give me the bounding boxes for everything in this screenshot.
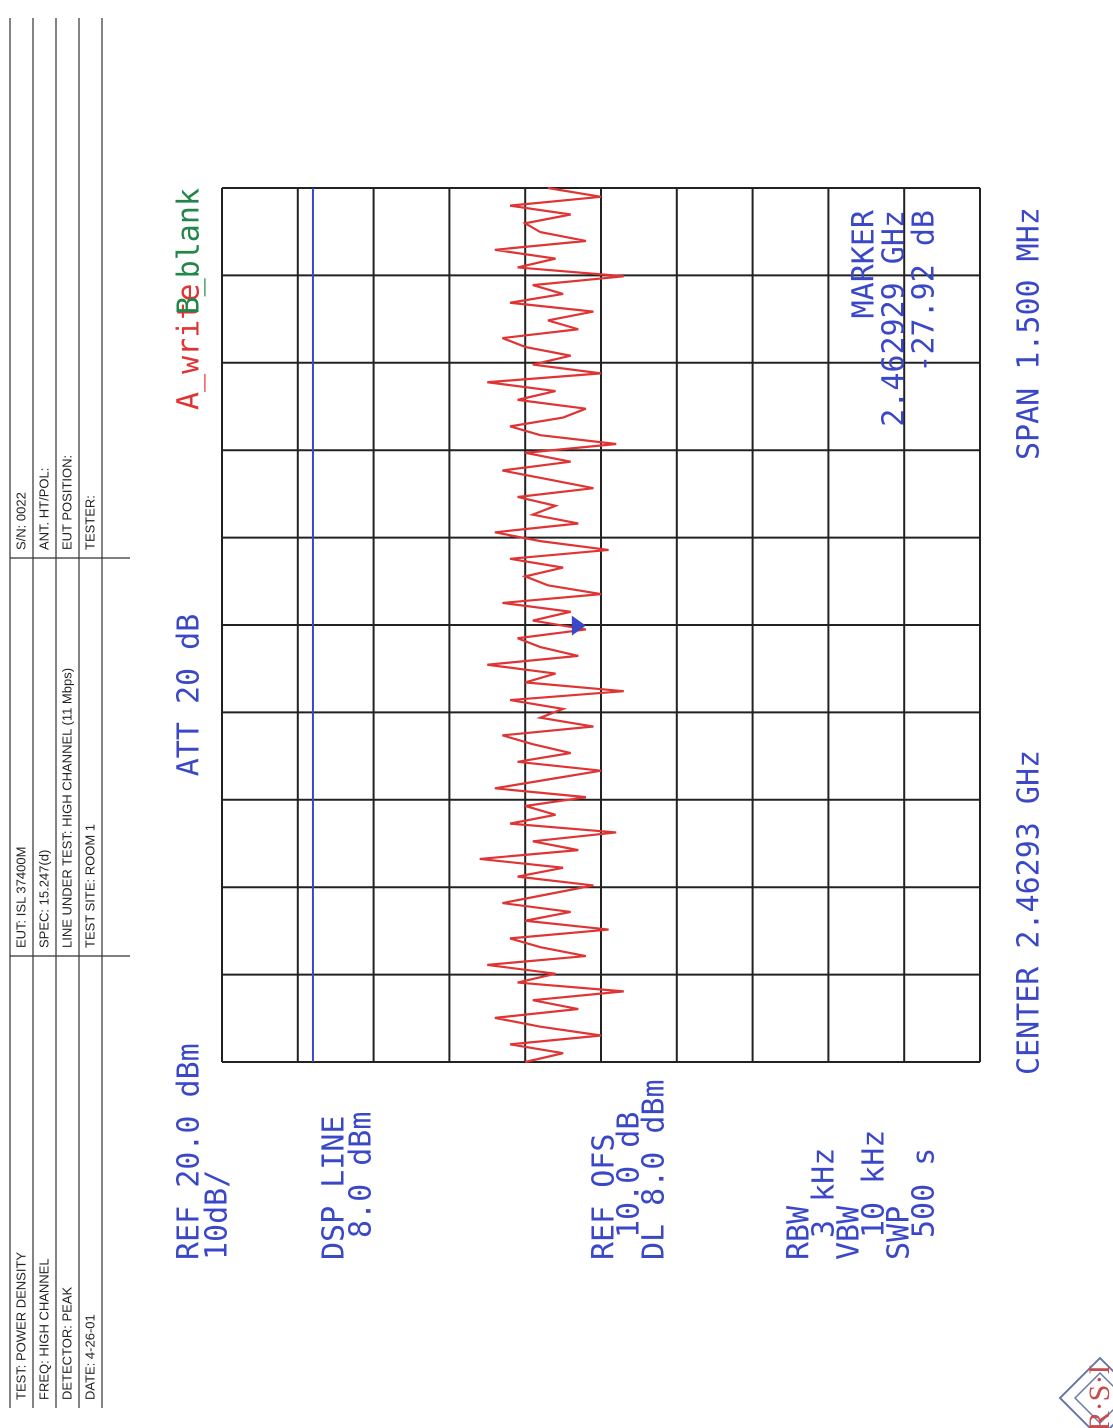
- trace: [479, 186, 624, 1064]
- setting-label: 10 kHz: [857, 1130, 892, 1238]
- setting-label: 500 s: [907, 1148, 942, 1238]
- header-cell: SPEC: 15.247(d): [36, 850, 51, 948]
- marker-value: -27.92 dB: [907, 210, 942, 373]
- header-cell: DATE: 4-26-01: [82, 1314, 97, 1400]
- setting-label: 10.0 dB: [612, 1112, 647, 1238]
- setting-label: DSP LINE: [317, 1116, 352, 1261]
- setting-label: SWP: [882, 1206, 917, 1260]
- header-cell: TEST: POWER DENSITY: [13, 1252, 28, 1400]
- header-cell: EUT POSITION:: [59, 455, 74, 550]
- marker-title: MARKER: [847, 209, 882, 318]
- logo-text: R·S·I: [1083, 1365, 1113, 1428]
- header-cell: DETECTOR: PEAK: [59, 1286, 74, 1400]
- header-cell: EUT: ISL 37400M: [13, 847, 28, 948]
- trace-a-legend: A_write: [172, 284, 207, 410]
- center-frequency: CENTER 2.46293 GHz: [1012, 750, 1047, 1075]
- span: SPAN 1.500 MHz: [1012, 207, 1047, 460]
- setting-label: DL 8.0 dBm: [637, 1079, 672, 1260]
- header-table: [9, 18, 130, 1408]
- setting-label: 3 kHz: [807, 1148, 842, 1238]
- marker-frequency: 2.462929 GHz: [877, 210, 912, 427]
- trace-b-legend: B_blank: [172, 188, 207, 314]
- setting-label: VBW: [832, 1205, 867, 1260]
- header-cell: ANT. HT/POL:: [36, 468, 51, 550]
- setting-label: 8.0 dBm: [344, 1112, 379, 1238]
- header-cell: S/N: 0022: [13, 492, 28, 550]
- header-cell: TESTER:: [82, 495, 97, 550]
- header-cell: TEST SITE: ROOM 1: [82, 824, 97, 948]
- marker: [571, 615, 586, 636]
- setting-label: 10dB/: [200, 1170, 235, 1260]
- setting-label: REF 20.0 dBm: [172, 1043, 207, 1260]
- header-cell: LINE UNDER TEST: HIGH CHANNEL (11 Mbps): [59, 668, 74, 948]
- setting-label: RBW: [782, 1205, 817, 1260]
- setting-label: REF OFS: [587, 1134, 622, 1260]
- logo: R·S·I: [1058, 1356, 1113, 1428]
- attenuation: ATT 20 dB: [172, 614, 207, 777]
- header-cell: FREQ: HIGH CHANNEL: [36, 1258, 51, 1400]
- rotated-sheet: R·S·I TEST: POWER DENSITY EUT: ISL 37400M…: [9, 18, 1113, 1428]
